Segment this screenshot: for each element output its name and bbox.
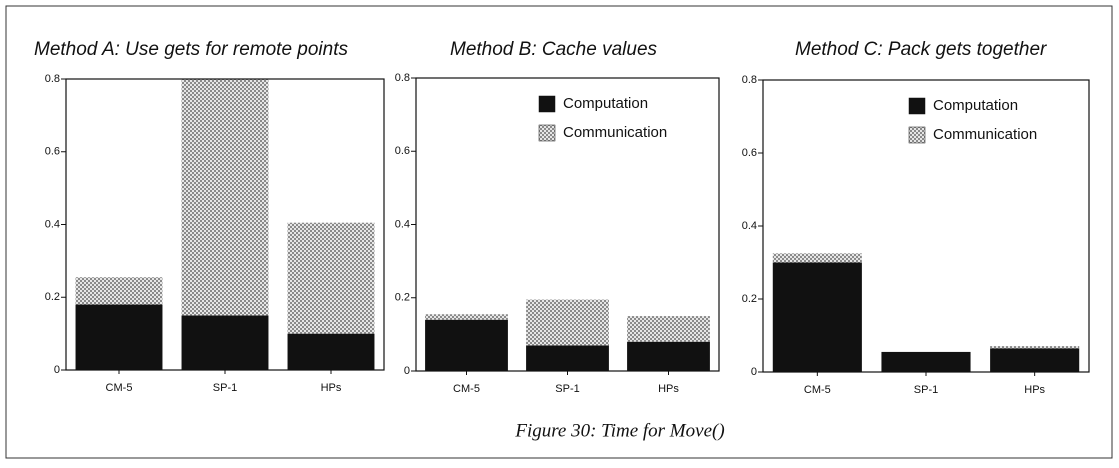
y-tick-label: 0.8 bbox=[45, 73, 60, 85]
y-tick-label: 0.4 bbox=[395, 218, 410, 230]
x-tick-label: SP-1 bbox=[914, 384, 938, 396]
bar-segment bbox=[772, 253, 862, 263]
x-tick-label: CM-5 bbox=[106, 382, 133, 394]
legend-swatch bbox=[538, 95, 556, 113]
x-tick-label: SP-1 bbox=[213, 382, 237, 394]
legend-label: Computation bbox=[563, 95, 648, 112]
y-tick-label: 0.4 bbox=[742, 220, 757, 232]
y-tick-label: 0.2 bbox=[742, 293, 757, 305]
bar-segment bbox=[287, 333, 375, 370]
bar-segment bbox=[425, 314, 508, 320]
y-tick-label: 0.6 bbox=[395, 145, 410, 157]
y-tick-label: 0.6 bbox=[742, 147, 757, 159]
x-tick-label: CM-5 bbox=[804, 384, 831, 396]
bar-segment bbox=[75, 304, 163, 370]
y-tick-label: 0.6 bbox=[45, 146, 60, 158]
y-tick-label: 0.2 bbox=[395, 292, 410, 304]
x-tick-label: SP-1 bbox=[555, 383, 579, 395]
legend-label: Communication bbox=[933, 126, 1037, 143]
chart-title: Method B: Cache values bbox=[450, 39, 658, 60]
legend-swatch bbox=[908, 97, 926, 115]
legend-label: Communication bbox=[563, 124, 667, 141]
plot-frame bbox=[762, 79, 1090, 373]
chart-title: Method A: Use gets for remote points bbox=[34, 39, 349, 60]
y-tick-label: 0.2 bbox=[45, 291, 60, 303]
y-tick-label: 0 bbox=[404, 365, 410, 377]
bar-segment bbox=[990, 346, 1080, 349]
chart-title: Method C: Pack gets together bbox=[795, 39, 1047, 60]
bar-segment bbox=[181, 315, 269, 370]
y-tick-label: 0.8 bbox=[395, 72, 410, 84]
y-tick-label: 0 bbox=[751, 366, 757, 378]
legend-swatch bbox=[538, 124, 556, 142]
bar-segment bbox=[627, 316, 710, 342]
bar-segment bbox=[75, 277, 163, 305]
y-tick-label: 0.4 bbox=[45, 218, 60, 230]
bar-segment bbox=[627, 341, 710, 371]
bar-segment bbox=[990, 348, 1080, 372]
bar-segment bbox=[772, 262, 862, 372]
y-tick-label: 0.8 bbox=[742, 74, 757, 86]
bar-segment bbox=[181, 79, 269, 316]
legend-swatch bbox=[908, 126, 926, 144]
bar-segment bbox=[526, 345, 609, 371]
x-tick-label: HPs bbox=[1024, 384, 1045, 396]
x-tick-label: CM-5 bbox=[453, 383, 480, 395]
caption: Figure 30: Time for Move() bbox=[514, 420, 724, 441]
x-tick-label: HPs bbox=[658, 383, 679, 395]
legend-label: Computation bbox=[933, 97, 1018, 114]
y-tick-label: 0 bbox=[54, 364, 60, 376]
bar-segment bbox=[287, 222, 375, 334]
plot-frame bbox=[415, 77, 720, 372]
bar-segment bbox=[881, 351, 971, 372]
bar-segment bbox=[425, 319, 508, 371]
x-tick-label: HPs bbox=[321, 382, 342, 394]
figure-border bbox=[5, 5, 1113, 459]
bar-segment bbox=[526, 299, 609, 346]
plot-frame bbox=[65, 78, 385, 371]
